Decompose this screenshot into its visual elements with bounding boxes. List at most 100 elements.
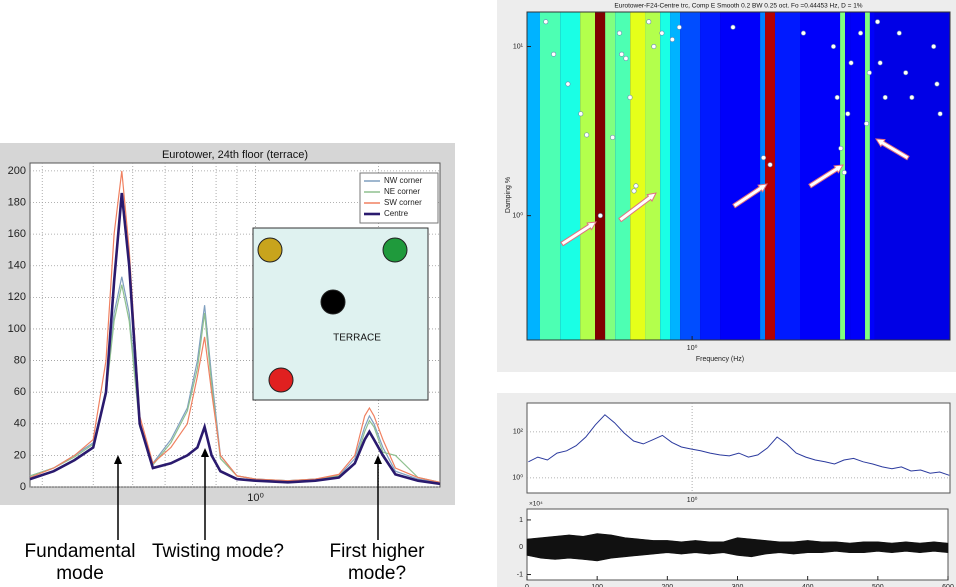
legend-label: SW corner: [384, 198, 422, 207]
point: [903, 70, 909, 76]
point: [597, 213, 603, 219]
series-line: [29, 276, 441, 483]
series-line: [29, 170, 441, 483]
point: [882, 94, 888, 100]
point: [841, 169, 847, 175]
point: [761, 155, 767, 161]
inset-label: TERRACE: [333, 333, 381, 344]
band: [595, 12, 606, 340]
band: [720, 12, 761, 340]
annotation: Twisting mode?: [151, 541, 284, 562]
point: [631, 188, 637, 194]
sensor: [268, 367, 294, 393]
y-tick-label: 0: [20, 481, 26, 493]
x-tick-label: 10⁰: [247, 492, 264, 504]
legend-label: NE corner: [384, 187, 420, 196]
point: [934, 81, 940, 87]
point: [633, 183, 639, 189]
band: [845, 12, 851, 340]
x-tick-label: 400: [802, 584, 814, 587]
sensor: [320, 289, 346, 315]
y-multiplier: ×10⁴: [529, 501, 543, 508]
y-tick-label: 40: [14, 418, 26, 430]
point: [565, 81, 571, 87]
legend-label: NW corner: [384, 176, 423, 185]
point: [730, 24, 736, 30]
x-tick-label: 300: [732, 584, 744, 587]
point: [669, 37, 675, 43]
arrow: [808, 164, 844, 189]
y-tick-label: 0: [519, 544, 523, 551]
point: [866, 70, 872, 76]
point: [627, 94, 633, 100]
point: [937, 111, 943, 117]
y-tick-label: 10¹: [513, 43, 524, 50]
y-tick-label: 60: [14, 386, 26, 398]
point: [610, 134, 616, 140]
band: [760, 12, 766, 340]
annotation: First higher mode?: [329, 541, 425, 584]
point: [830, 44, 836, 50]
point: [800, 30, 806, 36]
point: [877, 60, 883, 66]
y-tick-label: 100: [8, 323, 26, 335]
series-line: [29, 284, 441, 483]
band: [700, 12, 721, 340]
band: [615, 12, 631, 340]
point: [543, 19, 549, 25]
band: [869, 12, 875, 340]
arrow: [618, 192, 657, 223]
point: [848, 60, 854, 66]
point: [659, 30, 665, 36]
chart-title: Eurotower-F24-Centre trc, Comp E Smooth …: [614, 3, 862, 10]
legend-label: Centre: [384, 209, 409, 218]
band: [680, 12, 701, 340]
series-line: [29, 192, 441, 486]
x-tick-label: 10⁰: [687, 344, 698, 352]
point: [616, 30, 622, 36]
x-tick-label: 500: [872, 584, 884, 587]
y-tick-label: 10²: [513, 429, 524, 436]
x-tick-label: 600: [942, 584, 954, 587]
annotation: Fundamental mode: [24, 541, 136, 584]
band: [670, 12, 681, 340]
x-tick-label: 10⁰: [687, 496, 698, 504]
band: [840, 12, 846, 340]
arrow: [560, 221, 597, 247]
band: [527, 12, 540, 340]
y-tick-label: 180: [8, 196, 26, 208]
x-tick-label: 100: [591, 584, 603, 587]
y-tick-label: 120: [8, 291, 26, 303]
series-line: [528, 414, 950, 476]
frame: [526, 11, 951, 341]
band: [874, 12, 950, 340]
point: [834, 94, 840, 100]
point: [845, 111, 851, 117]
heatmap: [527, 12, 950, 340]
arrow: [875, 138, 910, 161]
point: [578, 111, 584, 117]
y-tick-label: 10⁰: [512, 474, 523, 482]
point: [875, 19, 881, 25]
y-axis-label: Damping %: [505, 177, 512, 213]
point: [909, 94, 915, 100]
arrow: [732, 183, 768, 209]
band: [630, 12, 646, 340]
point: [931, 44, 937, 50]
plot-area: [526, 402, 951, 494]
y-tick-label: 1: [519, 517, 523, 524]
band: [539, 12, 561, 340]
signal-envelope: [526, 533, 949, 562]
y-tick-label: -1: [517, 571, 523, 578]
annotation-arrowhead: [114, 455, 122, 464]
chart-title: Eurotower, 24th floor (terrace): [162, 149, 308, 161]
point: [858, 30, 864, 36]
y-tick-label: 20: [14, 449, 26, 461]
band: [775, 12, 801, 340]
point: [651, 44, 657, 50]
point: [623, 55, 629, 61]
y-tick-label: 80: [14, 354, 26, 366]
point: [584, 132, 590, 138]
sensor: [257, 237, 283, 263]
